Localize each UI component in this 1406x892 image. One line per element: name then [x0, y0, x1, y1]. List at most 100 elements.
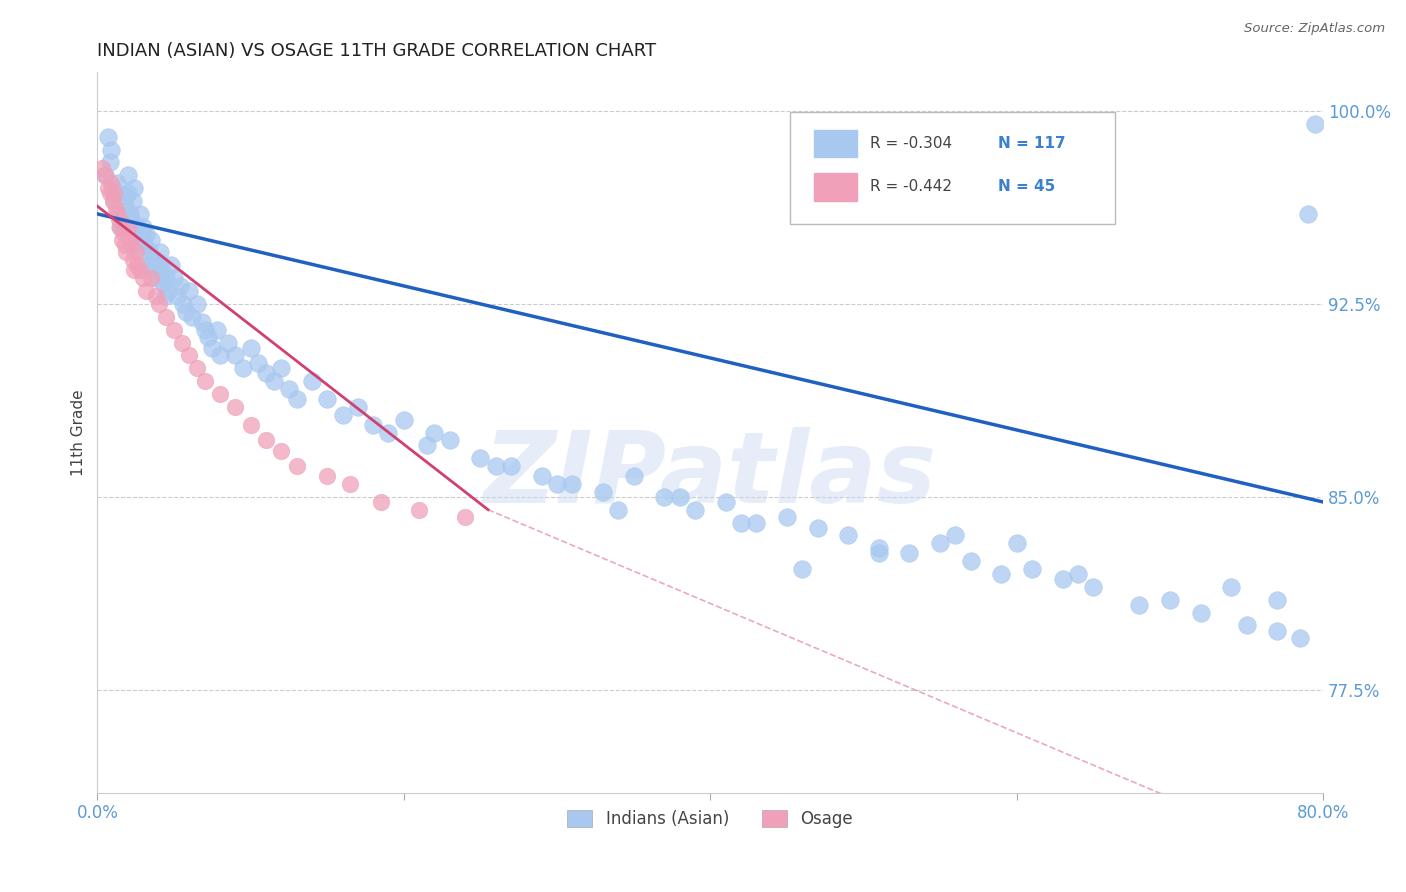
Point — [194, 374, 217, 388]
Point — [181, 310, 204, 324]
Point — [190, 315, 212, 329]
Point — [499, 458, 522, 473]
Point — [160, 258, 183, 272]
Point — [112, 225, 135, 239]
Point — [370, 495, 392, 509]
Point — [153, 289, 176, 303]
Text: INDIAN (ASIAN) VS OSAGE 11TH GRADE CORRELATION CHART: INDIAN (ASIAN) VS OSAGE 11TH GRADE CORRE… — [97, 42, 657, 60]
Point — [131, 225, 153, 239]
Point — [127, 233, 149, 247]
Point — [652, 490, 675, 504]
Text: R = -0.442: R = -0.442 — [869, 179, 952, 194]
Point — [623, 469, 645, 483]
Bar — [814, 173, 858, 201]
Point — [121, 253, 143, 268]
FancyBboxPatch shape — [790, 112, 1115, 224]
Point — [141, 251, 163, 265]
Point — [945, 528, 967, 542]
Point — [132, 219, 155, 234]
Point — [179, 284, 201, 298]
Point — [270, 361, 292, 376]
Point — [347, 400, 370, 414]
Point — [730, 516, 752, 530]
Point — [172, 297, 194, 311]
Point — [94, 169, 117, 183]
Point — [94, 169, 117, 183]
Point — [114, 237, 136, 252]
Point — [139, 233, 162, 247]
Legend: Indians (Asian), Osage: Indians (Asian), Osage — [561, 803, 860, 835]
Point — [97, 129, 120, 144]
Point — [115, 189, 138, 203]
Point — [139, 271, 162, 285]
Point — [124, 245, 146, 260]
Point — [97, 181, 120, 195]
Point — [1067, 567, 1090, 582]
Point — [155, 271, 177, 285]
Point — [224, 400, 246, 414]
Point — [197, 330, 219, 344]
Point — [1236, 618, 1258, 632]
Point — [1220, 580, 1243, 594]
Point — [285, 458, 308, 473]
Point — [120, 237, 142, 252]
Point — [239, 417, 262, 432]
Point — [170, 335, 193, 350]
Text: N = 117: N = 117 — [998, 136, 1066, 152]
Point — [1265, 624, 1288, 638]
Point — [224, 348, 246, 362]
Point — [1265, 592, 1288, 607]
Point — [194, 323, 217, 337]
Point — [561, 477, 583, 491]
Point — [1296, 207, 1319, 221]
Point — [129, 207, 152, 221]
Point — [714, 495, 737, 509]
Y-axis label: 11th Grade: 11th Grade — [72, 389, 86, 475]
Point — [1005, 536, 1028, 550]
Point — [254, 367, 277, 381]
Point — [316, 392, 339, 406]
Point — [592, 484, 614, 499]
Point — [150, 263, 173, 277]
Point — [174, 304, 197, 318]
Point — [377, 425, 399, 440]
Point — [98, 186, 121, 201]
Point — [683, 502, 706, 516]
Point — [1128, 598, 1150, 612]
Point — [100, 176, 122, 190]
Point — [1021, 562, 1043, 576]
Point — [136, 258, 159, 272]
Point — [103, 194, 125, 208]
Point — [232, 361, 254, 376]
Point — [166, 289, 188, 303]
Point — [135, 227, 157, 242]
Point — [990, 567, 1012, 582]
Bar — [814, 130, 858, 157]
Point — [124, 219, 146, 234]
Point — [1189, 606, 1212, 620]
Point — [107, 207, 129, 221]
Point — [792, 562, 814, 576]
Text: R = -0.304: R = -0.304 — [869, 136, 952, 152]
Point — [163, 323, 186, 337]
Point — [408, 502, 430, 516]
Point — [959, 554, 981, 568]
Point — [806, 521, 828, 535]
Point — [120, 212, 142, 227]
Point — [332, 408, 354, 422]
Point — [217, 335, 239, 350]
Point — [776, 510, 799, 524]
Point — [115, 245, 138, 260]
Point — [1289, 632, 1312, 646]
Point — [114, 199, 136, 213]
Point — [143, 263, 166, 277]
Point — [1052, 572, 1074, 586]
Point — [837, 528, 859, 542]
Point — [101, 181, 124, 195]
Point — [277, 382, 299, 396]
Point — [392, 412, 415, 426]
Point — [148, 297, 170, 311]
Point — [149, 245, 172, 260]
Text: N = 45: N = 45 — [998, 179, 1056, 194]
Point — [668, 490, 690, 504]
